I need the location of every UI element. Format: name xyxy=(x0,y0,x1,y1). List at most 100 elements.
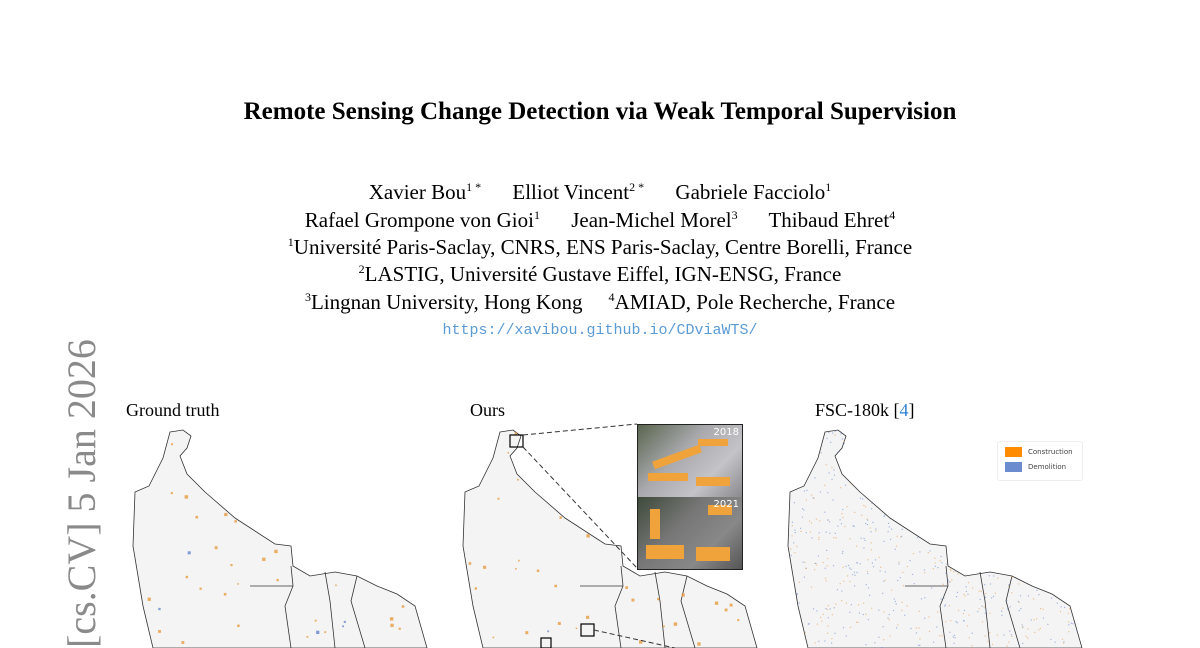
demolition-mark xyxy=(844,484,847,486)
demolition-mark xyxy=(1021,624,1023,626)
demolition-mark xyxy=(1050,597,1053,599)
construction-mark xyxy=(919,638,921,640)
demolition-mark xyxy=(1068,624,1070,626)
demolition-mark xyxy=(984,596,986,599)
demolition-mark xyxy=(1003,634,1005,636)
construction-mark xyxy=(314,619,317,622)
citation-link[interactable]: 4 xyxy=(899,400,909,420)
construction-mark xyxy=(827,557,829,560)
construction-mark xyxy=(790,548,792,550)
demolition-mark xyxy=(1001,614,1003,617)
demolition-mark xyxy=(828,472,830,474)
legend-item-construction: Construction xyxy=(1005,447,1082,457)
demolition-mark xyxy=(859,497,862,499)
demolition-mark xyxy=(850,568,852,570)
construction-mark xyxy=(525,631,529,635)
demolition-mark xyxy=(949,631,951,633)
demolition-mark xyxy=(917,644,920,646)
construction-mark xyxy=(984,635,986,637)
demolition-mark xyxy=(988,575,990,577)
demolition-mark xyxy=(825,607,827,610)
construction-mark xyxy=(842,516,844,519)
demolition-mark xyxy=(841,590,843,592)
construction-mark xyxy=(844,525,846,528)
construction-mark xyxy=(839,487,842,489)
demolition-mark xyxy=(945,572,947,574)
construction-mark xyxy=(989,612,991,614)
demolition-mark xyxy=(1072,623,1074,625)
demolition-mark xyxy=(993,575,995,577)
construction-mark xyxy=(791,524,793,527)
demolition-mark xyxy=(794,529,796,531)
demolition-mark xyxy=(931,587,933,589)
construction-mark xyxy=(724,608,728,612)
construction-mark xyxy=(1008,585,1010,587)
demolition-mark xyxy=(866,523,869,526)
construction-mark xyxy=(181,641,185,644)
construction-mark xyxy=(927,552,929,554)
project-url-link[interactable]: https://xavibou.github.io/CDviaWTS/ xyxy=(442,322,758,339)
construction-mark xyxy=(891,589,893,591)
author-sup: 2 * xyxy=(629,180,645,194)
demolition-mark xyxy=(820,451,822,454)
construction-mark xyxy=(951,579,953,581)
district-border xyxy=(324,571,336,648)
construction-mark xyxy=(468,562,472,565)
demolition-mark xyxy=(920,598,923,600)
affiliation-2: 2LASTIG, Université Gustave Eiffel, IGN-… xyxy=(0,262,1200,287)
construction-mark xyxy=(880,566,882,568)
demolition-mark xyxy=(984,612,986,614)
demolition-mark xyxy=(801,516,804,518)
construction-mark xyxy=(195,515,199,519)
construction-mark xyxy=(857,604,860,606)
demolition-mark xyxy=(803,490,806,492)
construction-mark xyxy=(839,583,841,585)
construction-mark xyxy=(507,451,510,454)
demolition-mark xyxy=(895,603,897,605)
construction-mark xyxy=(825,580,827,582)
zoom-box xyxy=(509,434,524,448)
construction-mark xyxy=(223,592,227,596)
demolition-mark xyxy=(990,597,993,599)
construction-mark xyxy=(813,497,815,500)
demolition-mark xyxy=(890,528,893,530)
demolition-mark xyxy=(816,610,818,612)
construction-mark xyxy=(1039,627,1042,630)
construction-mark xyxy=(237,624,240,628)
construction-mark xyxy=(949,581,951,583)
district-border xyxy=(654,571,666,648)
construction-mark xyxy=(737,619,740,622)
demolition-mark xyxy=(878,636,880,638)
demolition-mark xyxy=(853,571,855,573)
construction-mark xyxy=(915,627,917,629)
construction-mark xyxy=(714,601,719,605)
construction-mark xyxy=(1068,631,1070,633)
demolition-mark xyxy=(888,526,890,528)
paper-title: Remote Sensing Change Detection via Weak… xyxy=(243,98,957,125)
construction-mark xyxy=(1008,641,1010,643)
demolition-mark xyxy=(829,532,831,534)
demolition-mark xyxy=(984,584,986,586)
demolition-mark xyxy=(826,549,828,552)
author: Jean-Michel Morel xyxy=(571,208,732,232)
demolition-mark xyxy=(837,525,839,527)
demolition-mark xyxy=(803,509,805,511)
construction-mark xyxy=(827,604,830,607)
demolition-mark xyxy=(859,563,861,565)
construction-mark xyxy=(994,592,996,594)
demolition-mark xyxy=(872,566,875,568)
construction-mark xyxy=(846,506,848,508)
demolition-mark xyxy=(798,602,800,604)
demolition-mark xyxy=(865,584,867,586)
construction-mark xyxy=(866,518,868,520)
construction-mark xyxy=(843,580,845,582)
zoom-line xyxy=(522,446,638,569)
construction-mark xyxy=(884,579,886,581)
district-border xyxy=(939,565,949,648)
construction-mark xyxy=(912,552,915,555)
zoom-lines xyxy=(509,423,676,648)
demolition-mark xyxy=(1060,606,1062,608)
demolition-mark xyxy=(947,579,949,581)
construction-mark xyxy=(1011,592,1013,594)
demolition-mark xyxy=(924,617,926,619)
